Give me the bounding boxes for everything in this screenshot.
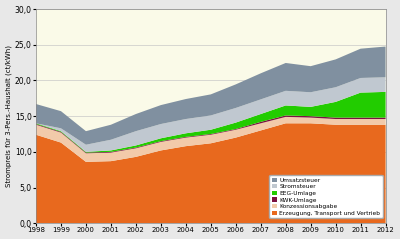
Legend: Umsatzsteuer, Stromsteuer, EEG-Umlage, KWK-Umlage, Konzessionsabgabe, Erzeugung,: Umsatzsteuer, Stromsteuer, EEG-Umlage, K… — [270, 175, 383, 218]
Y-axis label: Strompreis für 3-Pers.-Haushalt (ct/kWh): Strompreis für 3-Pers.-Haushalt (ct/kWh) — [6, 45, 12, 187]
